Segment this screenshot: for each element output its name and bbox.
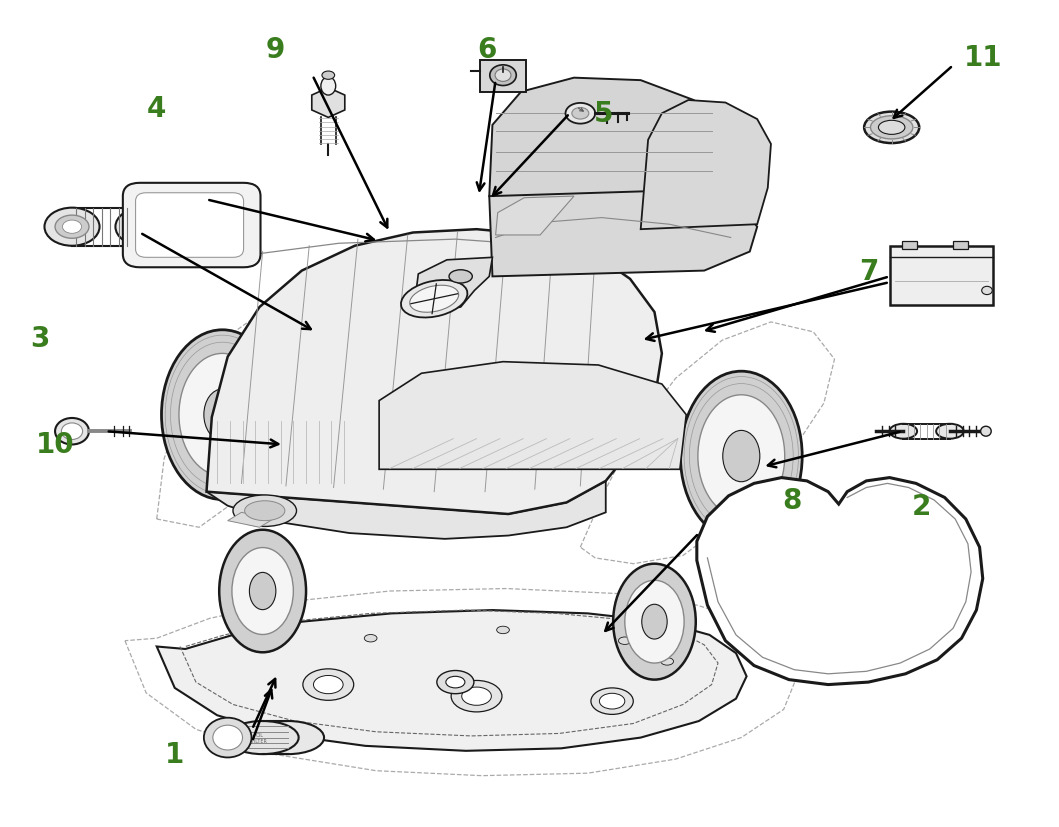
Ellipse shape: [115, 208, 170, 246]
Ellipse shape: [303, 669, 354, 700]
Polygon shape: [697, 478, 983, 685]
Ellipse shape: [364, 635, 377, 642]
Ellipse shape: [936, 424, 964, 439]
Bar: [480, 61, 526, 93]
Ellipse shape: [451, 681, 502, 712]
Ellipse shape: [572, 108, 589, 120]
Text: 3: 3: [31, 325, 50, 353]
Ellipse shape: [55, 418, 89, 445]
Ellipse shape: [161, 330, 283, 500]
Ellipse shape: [213, 725, 243, 750]
Bar: [953, 241, 968, 250]
Ellipse shape: [449, 270, 472, 284]
Ellipse shape: [661, 658, 674, 665]
Polygon shape: [157, 610, 747, 751]
Text: 6: 6: [478, 36, 497, 64]
Bar: [890, 246, 993, 306]
Ellipse shape: [566, 104, 595, 125]
Text: 8: 8: [783, 486, 802, 514]
Ellipse shape: [591, 688, 633, 715]
Polygon shape: [379, 362, 686, 470]
Polygon shape: [207, 230, 662, 514]
Bar: [902, 241, 917, 250]
Text: 5: 5: [594, 100, 613, 128]
Polygon shape: [228, 513, 273, 528]
Ellipse shape: [44, 208, 100, 246]
Ellipse shape: [233, 495, 297, 527]
Ellipse shape: [61, 423, 83, 440]
Ellipse shape: [890, 424, 917, 439]
Ellipse shape: [313, 676, 343, 694]
FancyBboxPatch shape: [123, 184, 261, 268]
Ellipse shape: [410, 286, 459, 313]
Text: 10: 10: [36, 431, 74, 459]
Ellipse shape: [698, 395, 785, 518]
Ellipse shape: [179, 354, 266, 476]
Ellipse shape: [497, 627, 509, 633]
Ellipse shape: [322, 72, 335, 80]
Polygon shape: [496, 197, 574, 236]
Text: 4: 4: [147, 95, 166, 123]
Text: 2: 2: [912, 492, 931, 520]
Ellipse shape: [879, 122, 905, 136]
Ellipse shape: [227, 721, 299, 754]
Ellipse shape: [680, 372, 803, 542]
Polygon shape: [489, 79, 720, 197]
Ellipse shape: [870, 117, 913, 140]
Ellipse shape: [489, 65, 516, 86]
Ellipse shape: [245, 501, 285, 521]
Ellipse shape: [62, 221, 82, 234]
Polygon shape: [641, 101, 771, 230]
Text: 9: 9: [266, 36, 285, 64]
Ellipse shape: [232, 548, 293, 635]
Text: 11: 11: [964, 44, 1002, 72]
Ellipse shape: [252, 721, 324, 754]
Text: OIL
FILTER: OIL FILTER: [252, 732, 267, 743]
Polygon shape: [207, 481, 606, 539]
Ellipse shape: [446, 676, 465, 688]
Ellipse shape: [203, 390, 241, 441]
Ellipse shape: [401, 280, 467, 318]
Ellipse shape: [250, 572, 275, 610]
Ellipse shape: [642, 605, 667, 639]
Ellipse shape: [613, 564, 696, 680]
Ellipse shape: [436, 671, 474, 694]
Ellipse shape: [55, 216, 89, 239]
Polygon shape: [489, 167, 757, 277]
Ellipse shape: [219, 530, 306, 653]
Polygon shape: [413, 258, 492, 316]
Ellipse shape: [864, 112, 919, 144]
Ellipse shape: [625, 581, 684, 663]
Ellipse shape: [722, 431, 760, 482]
Text: 1: 1: [165, 740, 184, 768]
Ellipse shape: [462, 687, 491, 705]
Ellipse shape: [496, 69, 510, 83]
Ellipse shape: [981, 427, 991, 437]
Ellipse shape: [599, 693, 625, 710]
Ellipse shape: [204, 718, 252, 758]
Ellipse shape: [982, 287, 992, 295]
Text: 7: 7: [859, 257, 878, 285]
FancyBboxPatch shape: [136, 194, 244, 258]
Ellipse shape: [321, 78, 336, 96]
Ellipse shape: [618, 637, 631, 645]
